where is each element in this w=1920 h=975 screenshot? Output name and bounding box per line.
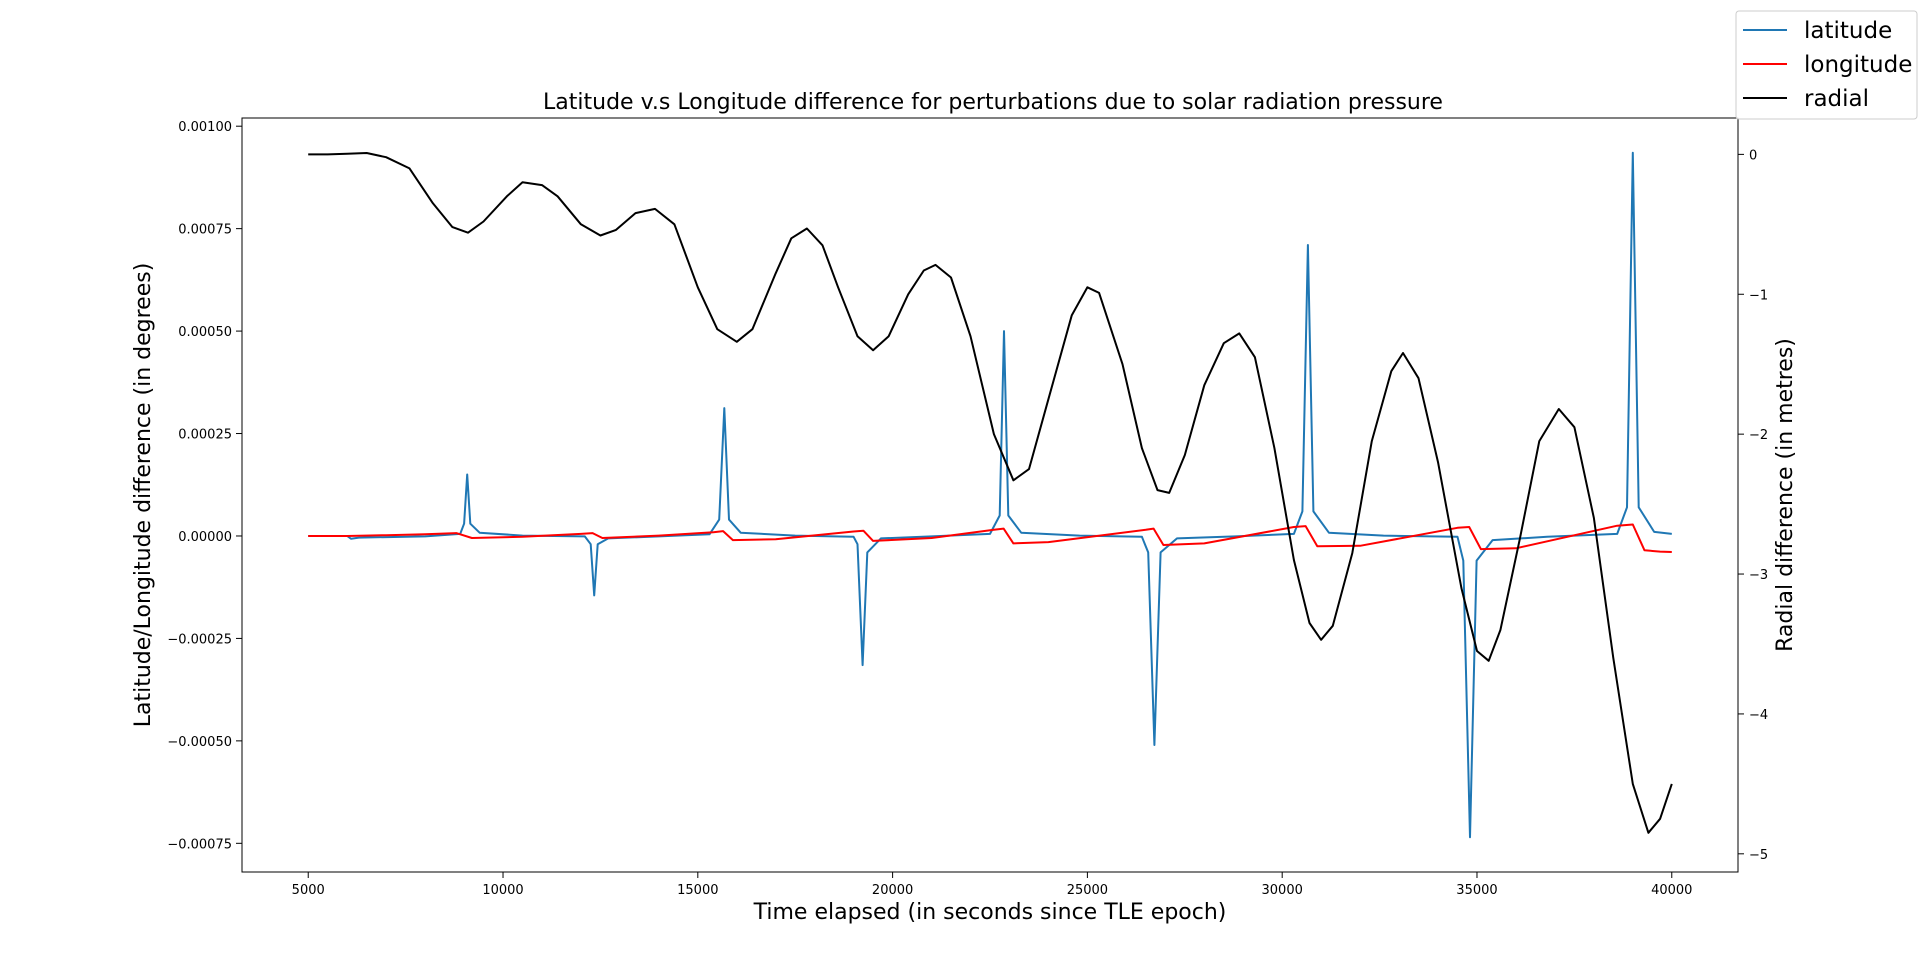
y-tick-label: 0.00000 — [178, 530, 232, 545]
x-tick-label: 10000 — [482, 883, 523, 898]
x-tick-label: 25000 — [1067, 883, 1108, 898]
series-layer — [308, 151, 1673, 839]
y-axis-left: −0.00075 −0.00050 −0.00025 0.00000 0.00025 0.… — [167, 120, 242, 852]
y2-tick-label: −2 — [1749, 428, 1768, 443]
y-tick-label: 0.00025 — [178, 428, 232, 443]
y2-tick-label: −4 — [1749, 708, 1768, 723]
y-tick-label: 0.00050 — [178, 325, 232, 340]
plot-frame — [241, 117, 1739, 873]
chart-title: Latitude v.s Longitude difference for pe… — [543, 90, 1443, 115]
y-axis-right: 0 −1 −2 −3 −4 −5 — [1738, 148, 1768, 863]
x-tick-label: 35000 — [1456, 883, 1497, 898]
legend: latitude longitude radial — [1735, 10, 1918, 120]
legend-items: latitude longitude radial — [1743, 18, 1912, 112]
x-tick-label: 15000 — [677, 883, 718, 898]
series-line-longitude — [308, 523, 1672, 553]
legend-label-longitude: longitude — [1804, 52, 1912, 78]
y-tick-label: −0.00050 — [167, 735, 232, 750]
x-tick-label: 40000 — [1651, 883, 1692, 898]
x-tick-label: 5000 — [292, 883, 325, 898]
y-axis-label: Latitude/Longitude difference (in degree… — [131, 263, 156, 728]
y-tick-label: −0.00075 — [167, 837, 232, 852]
legend-label-radial: radial — [1804, 86, 1869, 112]
x-tick-label: 20000 — [872, 883, 913, 898]
x-axis: 5000 10000 15000 20000 25000 30000 35000 40000 — [292, 872, 1692, 898]
legend-label-latitude: latitude — [1804, 18, 1892, 44]
y2-tick-label: 0 — [1749, 148, 1757, 163]
y2-tick-label: −5 — [1749, 848, 1768, 863]
y-tick-label: 0.00100 — [178, 120, 232, 135]
legend-box — [1735, 10, 1918, 120]
y2-tick-label: −1 — [1749, 288, 1768, 303]
series-line-latitude — [308, 151, 1672, 839]
y-tick-label: 0.00075 — [178, 223, 232, 238]
y2-axis-label: Radial difference (in metres) — [1773, 338, 1798, 652]
x-axis-label: Time elapsed (in seconds since TLE epoch… — [753, 900, 1227, 925]
x-tick-label: 30000 — [1262, 883, 1303, 898]
y-tick-label: −0.00025 — [167, 632, 232, 647]
y2-tick-label: −3 — [1749, 568, 1768, 583]
series-line-radial — [308, 152, 1673, 834]
